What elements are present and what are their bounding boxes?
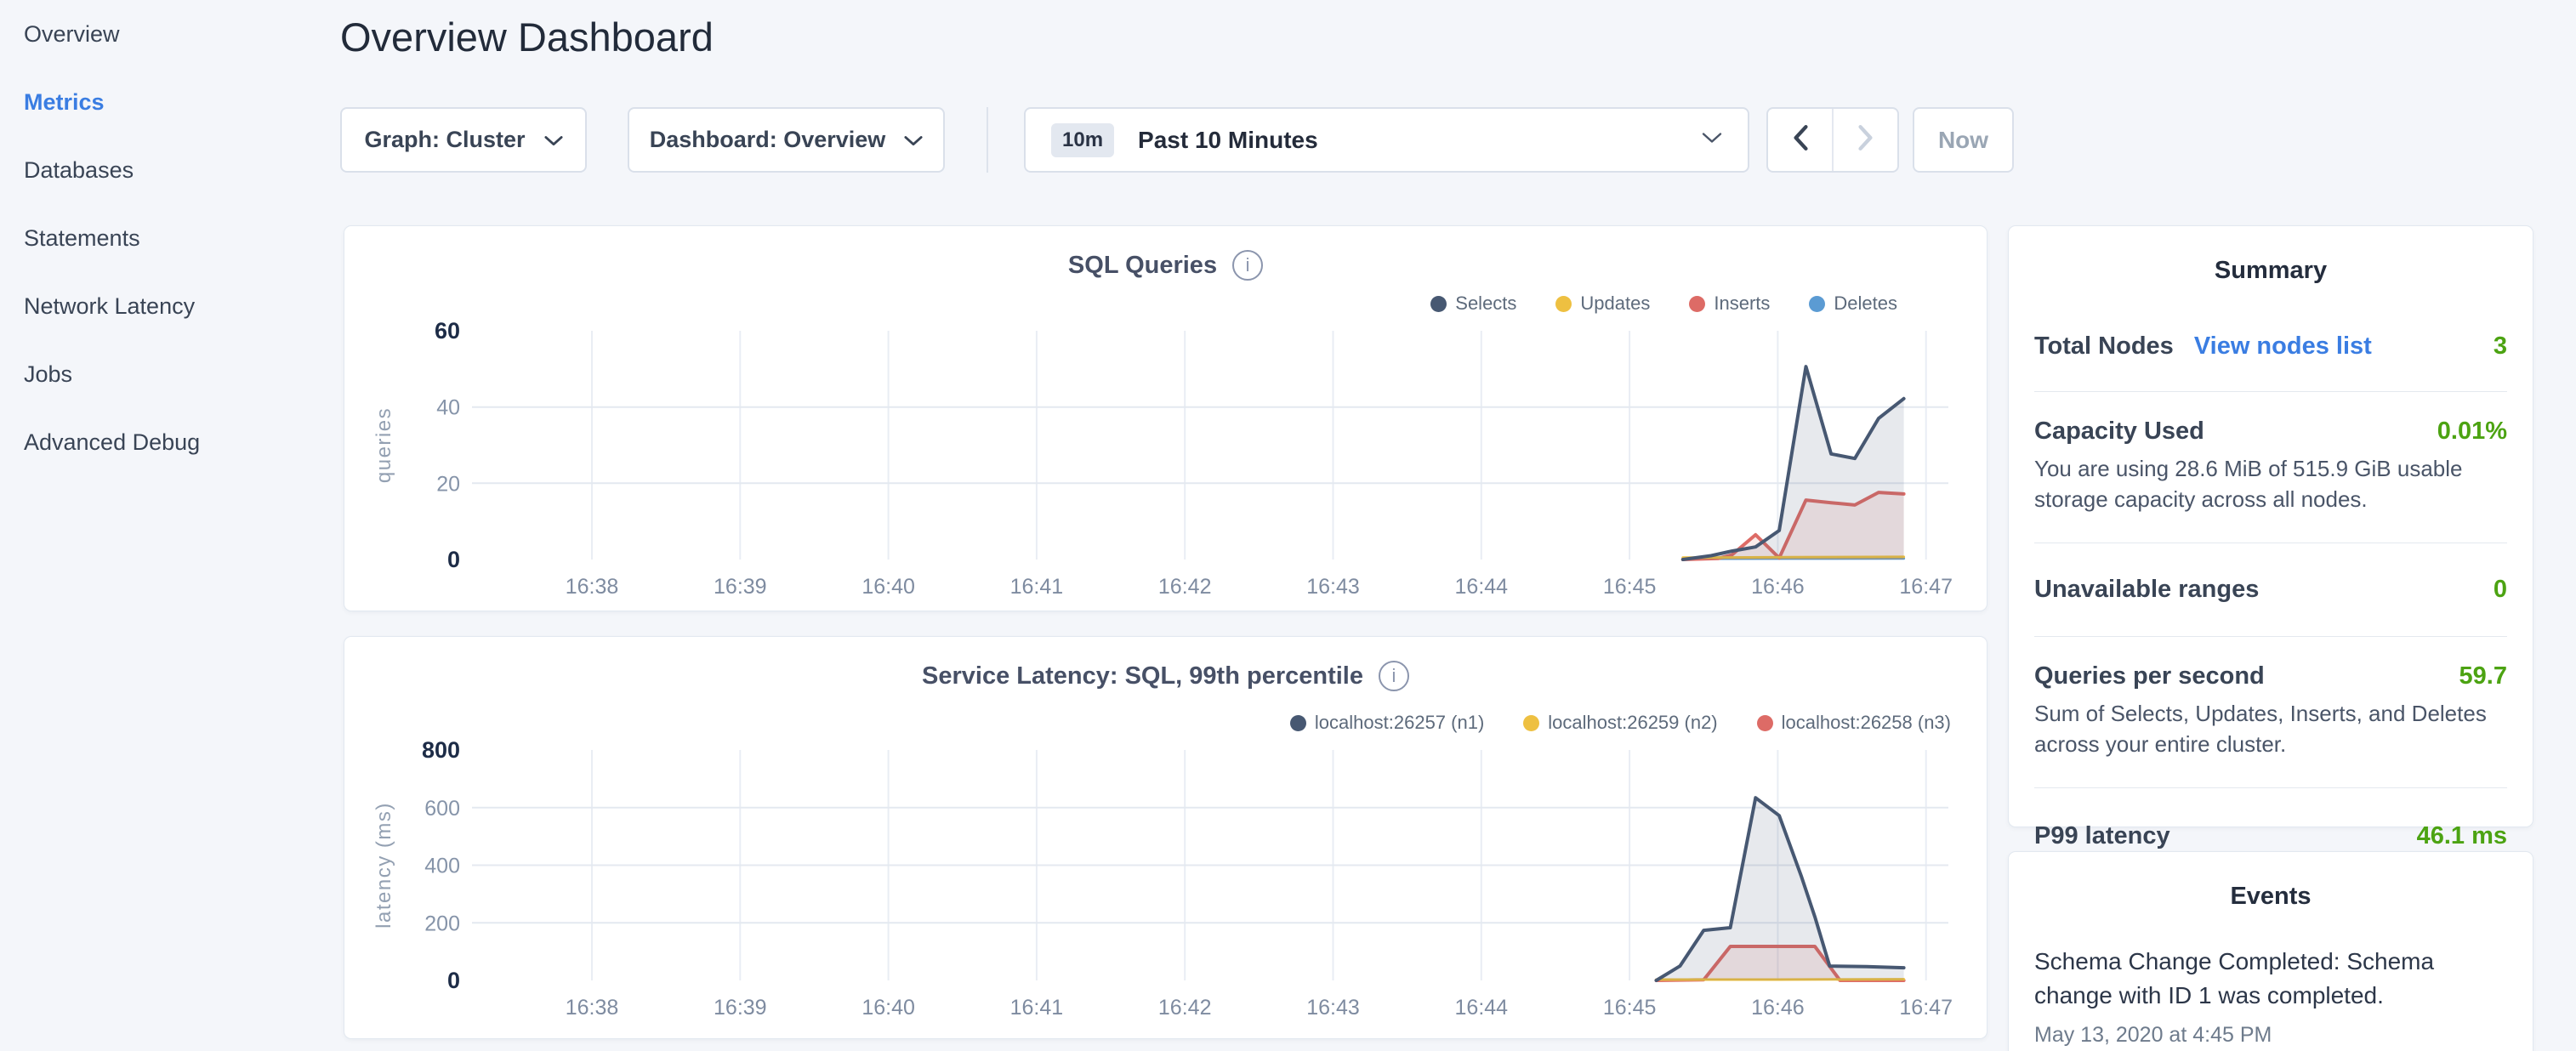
svg-text:queries: queries [372,407,395,483]
queries-per-second-value: 59.7 [2459,662,2507,690]
svg-text:16:44: 16:44 [1455,996,1509,1020]
svg-text:800: 800 [422,737,460,763]
app-root: Overview Metrics Databases Statements Ne… [0,0,2576,1051]
events-card: Events Schema Change Completed: Schema c… [2008,851,2533,1051]
chevron-left-icon [1792,125,1809,155]
summary-card: Summary Total Nodes View nodes list 3 Ca… [2008,225,2533,827]
time-step-buttons [1766,107,1899,173]
dashboard-dropdown[interactable]: Dashboard: Overview [628,107,945,173]
svg-text:16:43: 16:43 [1306,575,1360,599]
svg-text:16:43: 16:43 [1306,996,1360,1020]
sidebar-item-statements[interactable]: Statements [0,204,340,272]
queries-per-second-description: Sum of Selects, Updates, Inserts, and De… [2034,699,2507,760]
svg-text:60: 60 [435,318,460,344]
events-title: Events [2034,883,2507,911]
chevron-right-icon [1857,125,1874,155]
p99-latency-label: P99 latency [2034,822,2170,850]
event-timestamp: May 13, 2020 at 4:45 PM [2034,1023,2507,1048]
sidebar-item-databases[interactable]: Databases [0,136,340,204]
svg-text:16:40: 16:40 [862,575,915,599]
page-title: Overview Dashboard [340,14,714,60]
p99-latency-value: 46.1 ms [2417,822,2507,850]
svg-text:latency (ms): latency (ms) [372,802,395,929]
svg-text:20: 20 [436,472,460,496]
total-nodes-value: 3 [2494,332,2507,361]
svg-text:16:40: 16:40 [862,996,915,1020]
now-button-label: Now [1938,127,1988,154]
chevron-down-icon [904,127,923,153]
graph-dropdown-label: Graph: Cluster [364,127,525,153]
svg-text:16:44: 16:44 [1455,575,1509,599]
next-time-button[interactable] [1834,109,1897,171]
event-message[interactable]: Schema Change Completed: Schema change w… [2034,945,2507,1013]
svg-text:16:39: 16:39 [714,996,767,1020]
controls-divider [987,107,988,173]
svg-text:400: 400 [424,855,460,878]
svg-text:600: 600 [424,797,460,821]
svg-text:16:39: 16:39 [714,575,767,599]
sidebar-item-jobs[interactable]: Jobs [0,340,340,408]
svg-text:16:42: 16:42 [1158,996,1212,1020]
now-button[interactable]: Now [1913,107,2014,173]
svg-text:16:41: 16:41 [1010,575,1064,599]
sidebar: Overview Metrics Databases Statements Ne… [0,0,340,1051]
svg-text:16:47: 16:47 [1899,575,1953,599]
sidebar-item-advanced-debug[interactable]: Advanced Debug [0,408,340,476]
total-nodes-label: Total Nodes [2034,332,2174,361]
svg-text:16:42: 16:42 [1158,575,1212,599]
svg-text:16:47: 16:47 [1899,996,1953,1020]
chevron-down-icon [1702,132,1722,149]
sidebar-item-network-latency[interactable]: Network Latency [0,272,340,340]
capacity-used-value: 0.01% [2437,418,2507,446]
time-range-selector[interactable]: 10m Past 10 Minutes [1024,107,1749,173]
svg-text:16:45: 16:45 [1603,575,1657,599]
capacity-used-description: You are using 28.6 MiB of 515.9 GiB usab… [2034,454,2507,515]
svg-text:16:45: 16:45 [1603,996,1657,1020]
chevron-down-icon [544,127,563,153]
queries-per-second-label: Queries per second [2034,662,2265,690]
unavailable-ranges-label: Unavailable ranges [2034,576,2259,604]
sidebar-item-metrics[interactable]: Metrics [0,68,340,136]
unavailable-ranges-value: 0 [2494,576,2507,604]
svg-text:16:46: 16:46 [1751,575,1805,599]
summary-title: Summary [2034,257,2507,285]
svg-text:16:41: 16:41 [1010,996,1064,1020]
time-range-badge: 10m [1051,123,1114,157]
prev-time-button[interactable] [1768,109,1834,171]
sidebar-item-overview[interactable]: Overview [0,0,340,68]
svg-text:16:38: 16:38 [566,996,619,1020]
capacity-used-label: Capacity Used [2034,418,2204,446]
chart-canvas[interactable]: 16:38 16:39 16:40 16:41 16:42 16:43 16:44 16:45… [344,637,1988,1040]
graph-dropdown[interactable]: Graph: Cluster [340,107,587,173]
view-nodes-link[interactable]: View nodes list [2194,332,2372,361]
service-latency-card: Service Latency: SQL, 99th percentile i … [344,636,1987,1039]
dashboard-dropdown-label: Dashboard: Overview [650,127,886,153]
chart-canvas[interactable]: 16:38 16:39 16:40 16:41 16:42 16:43 16:44 16:45… [344,226,1988,612]
time-range-label: Past 10 Minutes [1138,127,1318,154]
svg-text:16:38: 16:38 [566,575,619,599]
svg-text:40: 40 [436,396,460,420]
svg-text:16:46: 16:46 [1751,996,1805,1020]
svg-text:0: 0 [447,968,460,993]
sql-queries-card: SQL Queries i SelectsUpdatesInsertsDelet… [344,225,1987,611]
svg-text:0: 0 [447,547,460,572]
svg-text:200: 200 [424,912,460,935]
